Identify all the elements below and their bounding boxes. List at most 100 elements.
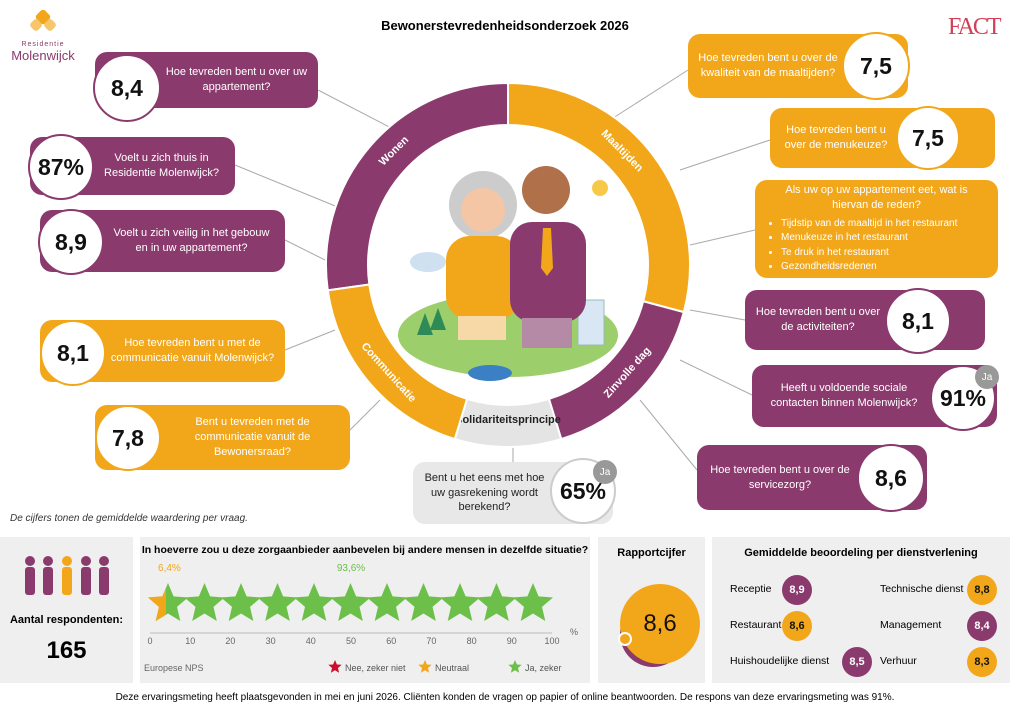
brand-logo: FACT [948, 14, 1002, 40]
score-circle: 7,8 [95, 405, 161, 471]
segment-label: Solidariteitsprincipe [455, 414, 561, 426]
callout-question: Hoe tevreden bent u over de kwaliteit va… [698, 52, 838, 79]
woman-body [446, 236, 520, 320]
service-score: 8,9 [782, 575, 812, 605]
reason: Gezondheidsredenen [781, 260, 957, 275]
nps-unit: % [570, 627, 578, 637]
logo: Residentie Molenwijck [8, 9, 78, 63]
star [294, 583, 334, 621]
star [184, 583, 225, 621]
score-circle: 91% [930, 365, 996, 431]
callout-question: Heeft u voldoende sociale contacten binn… [770, 382, 918, 409]
star [476, 583, 517, 621]
callout-question: Hoe tevreden bent u over uw appartement? [165, 66, 308, 93]
connector [679, 359, 753, 396]
report-score: 8,6 [620, 584, 700, 664]
connector [689, 309, 746, 321]
legend-star [328, 660, 342, 673]
title: Bewonerstevredenheidsonderzoek 2026 [381, 18, 629, 33]
callout-question: Als uw op uw appartement eet, wat is hie… [785, 184, 968, 211]
connector [609, 69, 689, 121]
callout-question: Hoe tevreden bent u over de servicezorg? [710, 463, 850, 491]
service-score: 8,8 [967, 575, 997, 605]
service-score: 8,4 [967, 611, 997, 641]
medal [618, 632, 632, 646]
score-circle: 8,9 [38, 209, 104, 275]
nps-tick-label: 10 [185, 636, 195, 646]
connector [284, 329, 336, 351]
nps-tick-label: 100 [544, 636, 559, 646]
nps-tick-label: 80 [467, 636, 477, 646]
nps-panel: In hoeverre zou u deze zorgaanbieder aan… [140, 537, 590, 683]
connector [639, 399, 698, 471]
service-name: Restaurant [730, 619, 782, 631]
callout-question: Hoe tevreden bent u over de activiteiten… [755, 306, 881, 333]
nps-tick-label: 30 [266, 636, 276, 646]
nps-tick-label: 50 [346, 636, 356, 646]
man-legs [522, 318, 572, 348]
legend-label: Ja, zeker [525, 663, 562, 673]
pond [468, 365, 512, 381]
logo-top: Residentie [21, 41, 65, 48]
tree [417, 313, 433, 335]
legend-star [418, 660, 432, 673]
score-circle: 8,4 [93, 54, 161, 122]
reason-list: Tijdstip van de maaltijd in het restaura… [767, 217, 957, 275]
star [367, 583, 407, 621]
callout-question: Bent u tevreden met de communicatie vanu… [194, 416, 311, 458]
callout-question: Bent u het eens met hoe uw gasrekening w… [424, 471, 545, 514]
legend-label: Neutraal [435, 663, 469, 673]
score-circle: 7,5 [896, 106, 960, 170]
nps-tick-label: 70 [426, 636, 436, 646]
connector [689, 229, 756, 246]
logo-icon [30, 9, 56, 31]
nps-chart: In hoeverre zou u deze zorgaanbieder aan… [142, 544, 588, 673]
respondents-count: 165 [46, 637, 87, 664]
service-name: Technische dienst [880, 583, 964, 595]
nps-caption: Europese NPS [144, 663, 204, 673]
badge: Ja [975, 365, 999, 389]
tree [430, 308, 446, 330]
service-score: 8,5 [842, 647, 872, 677]
star [257, 583, 298, 621]
score-circle: 8,1 [885, 288, 951, 354]
callout-question: Voelt u zich thuis in Residentie Molenwi… [104, 152, 219, 179]
connector [679, 139, 771, 171]
legend-star [508, 660, 522, 673]
nps-question: In hoeverre zou u deze zorgaanbieder aan… [142, 544, 588, 556]
woman-legs [458, 316, 506, 340]
neutral-pct: 6,4% [158, 563, 181, 574]
callout: Hoe tevreden bent u over de menukeuze? [770, 108, 995, 168]
score-circle: 8,6 [857, 444, 925, 512]
nps-tick-label: 90 [507, 636, 517, 646]
footer: Deze ervaringsmeting heeft plaatsgevonde… [115, 692, 895, 703]
report-title: Rapportcijfer [617, 547, 686, 559]
nps-tick-label: 0 [147, 636, 152, 646]
star [221, 583, 261, 621]
callout: Als uw op uw appartement eet, wat is hie… [755, 180, 998, 278]
callout-question: Hoe tevreden bent u over de menukeuze? [784, 124, 888, 151]
reason: Menukeuze in het restaurant [781, 231, 957, 246]
nps-tick-label: 60 [386, 636, 396, 646]
logo-name: Molenwijck [11, 48, 75, 63]
badge: Ja [593, 460, 617, 484]
legend-label: Nee, zeker niet [345, 663, 406, 673]
service-score: 8,3 [967, 647, 997, 677]
cloud [410, 252, 446, 272]
callout-question: Hoe tevreden bent u met de communicatie … [110, 337, 275, 364]
note: De cijfers tonen de gemiddelde waarderin… [10, 513, 248, 524]
sun [592, 180, 608, 196]
respondents-label: Aantal respondenten: [9, 614, 124, 626]
star [513, 583, 553, 621]
man-tie [541, 228, 553, 276]
score-circle: 87% [28, 134, 94, 200]
nps-tick-label: 20 [225, 636, 235, 646]
nps-tick-label: 40 [306, 636, 316, 646]
service-name: Huishoudelijke dienst [730, 655, 830, 667]
connector [317, 89, 396, 131]
services-panel: Gemiddelde beoordeling per dienstverleni… [712, 537, 1010, 683]
man-face [522, 166, 570, 214]
service-name: Verhuur [880, 655, 917, 667]
promoter-pct: 93,6% [337, 563, 365, 574]
service-name: Management [880, 619, 942, 631]
